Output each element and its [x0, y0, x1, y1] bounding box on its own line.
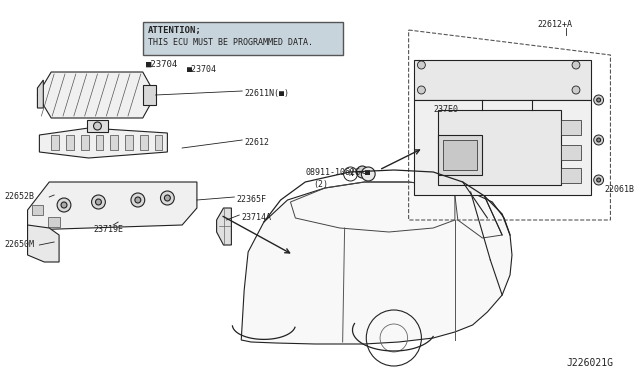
Circle shape [417, 61, 426, 69]
Polygon shape [413, 100, 591, 195]
Circle shape [362, 167, 375, 181]
Polygon shape [66, 135, 74, 150]
Polygon shape [48, 217, 60, 227]
Text: 22650M: 22650M [5, 240, 35, 249]
Text: 22612+A: 22612+A [538, 20, 573, 29]
Text: 22652B: 22652B [5, 192, 35, 201]
Circle shape [596, 138, 600, 142]
Polygon shape [28, 225, 59, 262]
Circle shape [572, 86, 580, 94]
Circle shape [596, 98, 600, 102]
Polygon shape [125, 135, 133, 150]
Polygon shape [37, 80, 44, 108]
Text: 22365F: 22365F [236, 195, 266, 204]
Circle shape [131, 193, 145, 207]
Polygon shape [241, 182, 512, 344]
Text: 22061B: 22061B [605, 185, 634, 194]
Text: 23714A: 23714A [241, 213, 271, 222]
Polygon shape [140, 135, 148, 150]
Circle shape [135, 197, 141, 203]
Circle shape [95, 199, 101, 205]
Polygon shape [443, 140, 477, 170]
Polygon shape [216, 208, 232, 245]
Bar [143, 22, 342, 55]
Circle shape [93, 122, 101, 130]
Polygon shape [413, 60, 591, 100]
Text: 22612: 22612 [244, 138, 269, 147]
Circle shape [596, 178, 600, 182]
Polygon shape [95, 135, 104, 150]
Polygon shape [143, 85, 156, 105]
Text: 23719E: 23719E [93, 225, 124, 234]
Circle shape [161, 191, 174, 205]
Text: N: N [348, 169, 353, 178]
Text: (2): (2) [313, 180, 328, 189]
Polygon shape [561, 145, 581, 160]
Circle shape [61, 202, 67, 208]
Circle shape [594, 95, 604, 105]
Text: 22611N(■): 22611N(■) [244, 89, 289, 98]
Polygon shape [81, 135, 88, 150]
Circle shape [57, 198, 71, 212]
Circle shape [164, 195, 170, 201]
Text: THIS ECU MUST BE PROGRAMMED DATA.: THIS ECU MUST BE PROGRAMMED DATA. [148, 38, 313, 47]
Circle shape [572, 61, 580, 69]
Polygon shape [40, 128, 168, 158]
Text: ATTENTION;: ATTENTION; [148, 26, 202, 35]
Polygon shape [110, 135, 118, 150]
Circle shape [92, 195, 106, 209]
Polygon shape [561, 168, 581, 183]
Polygon shape [438, 110, 561, 185]
Text: J226021G: J226021G [566, 358, 613, 368]
Polygon shape [155, 135, 163, 150]
Circle shape [356, 166, 368, 178]
Polygon shape [37, 72, 156, 118]
Polygon shape [31, 205, 44, 215]
Circle shape [417, 86, 426, 94]
Polygon shape [51, 135, 59, 150]
Text: ■23704: ■23704 [146, 60, 178, 69]
Polygon shape [86, 120, 108, 132]
Polygon shape [28, 182, 197, 230]
Circle shape [594, 135, 604, 145]
Text: 237E0: 237E0 [433, 105, 458, 114]
Text: ■23704: ■23704 [187, 65, 217, 74]
Polygon shape [438, 135, 483, 175]
Circle shape [594, 175, 604, 185]
Text: 08911-1062G-■: 08911-1062G-■ [305, 168, 370, 177]
Polygon shape [561, 120, 581, 135]
